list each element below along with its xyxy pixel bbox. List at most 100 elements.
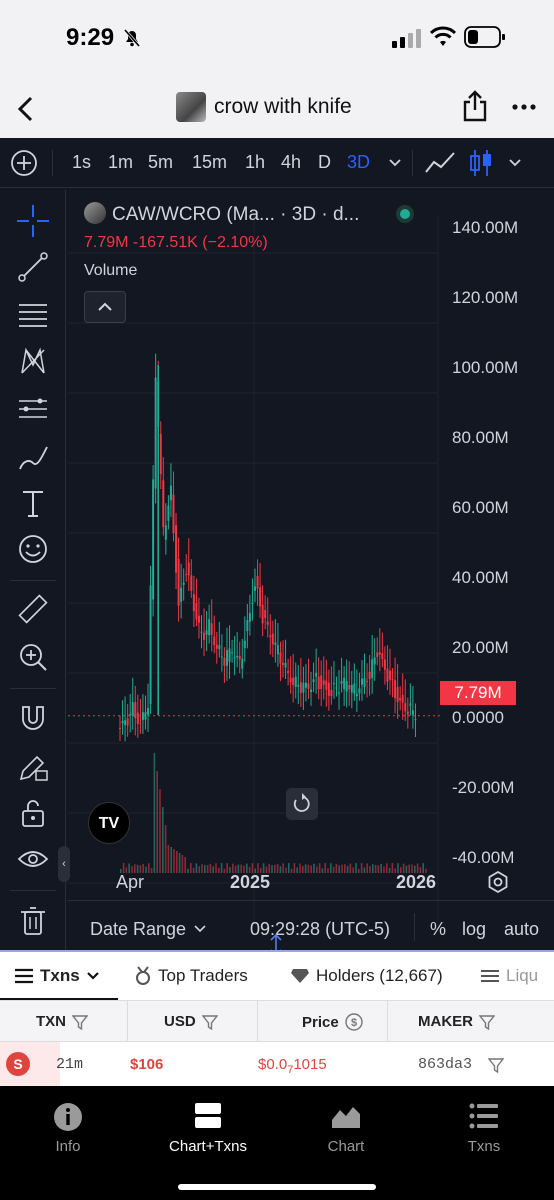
crosshair-tool[interactable] [16, 204, 50, 238]
filter-icon[interactable] [201, 1014, 218, 1030]
add-indicator-icon[interactable] [10, 149, 38, 177]
signal-icon [392, 29, 421, 48]
nav-info[interactable]: Info [8, 1102, 128, 1155]
reset-chart-button[interactable] [286, 788, 318, 820]
magnet-tool[interactable] [16, 702, 50, 736]
emoji-tool[interactable] [16, 532, 50, 566]
delete-drawings-tool[interactable] [16, 904, 50, 938]
volume-bar [377, 865, 380, 873]
candle-body [180, 587, 183, 602]
tf-3d[interactable]: 3D [347, 152, 371, 172]
candlestick-icon[interactable] [468, 148, 494, 178]
nav-chart-txns[interactable]: Chart+Txns [148, 1102, 268, 1155]
nav-txns[interactable]: Txns [424, 1102, 544, 1155]
auto-scale-toggle[interactable]: auto [504, 919, 540, 939]
volume-bar [195, 863, 198, 873]
filter-icon[interactable] [488, 1057, 504, 1073]
col-txn[interactable]: TXN [36, 1013, 88, 1030]
hide-drawings-tool[interactable] [16, 842, 50, 876]
tf-d[interactable]: D [318, 152, 331, 172]
volume-bar [290, 868, 293, 873]
col-usd[interactable]: USD [164, 1013, 218, 1030]
candle-body [297, 685, 300, 687]
chevron-down-icon[interactable] [508, 158, 522, 168]
candle-body [136, 712, 139, 725]
unlock-icon [22, 800, 44, 827]
volume-bar [192, 867, 195, 873]
more-icon[interactable] [512, 104, 536, 110]
fib-tool[interactable] [16, 298, 50, 332]
candle-body [292, 677, 295, 686]
back-chevron-icon[interactable] [16, 96, 34, 122]
candle-body [231, 652, 234, 654]
col-usd-label: USD [164, 1013, 196, 1030]
volume-bar [388, 868, 391, 873]
pattern-tool[interactable] [16, 344, 50, 378]
tab-holders[interactable]: Holders (12,667) [290, 966, 443, 986]
tradingview-logo[interactable]: TV [88, 802, 130, 844]
lock-drawings-tool[interactable] [16, 750, 50, 784]
dollar-circle-icon[interactable]: $ [345, 1013, 363, 1031]
diamond-icon [291, 969, 309, 983]
price-chart[interactable] [68, 190, 554, 950]
y-axis-label: 80.00M [452, 428, 509, 447]
nav-chart[interactable]: Chart [286, 1102, 406, 1155]
candle-body [187, 562, 190, 576]
ruler-tool[interactable] [16, 592, 50, 626]
trash-icon [21, 907, 45, 935]
volume-bar [344, 864, 346, 873]
tab-liquidity[interactable]: Liqu [480, 966, 538, 986]
collapse-legend-button[interactable] [84, 291, 126, 323]
candle-body [200, 631, 203, 633]
unlock-tool[interactable] [16, 796, 50, 830]
candle-body [220, 656, 223, 658]
chart-clock[interactable]: 09:29:28 (UTC-5) [250, 919, 391, 939]
volume-bar [372, 864, 374, 873]
split-view-icon [195, 1103, 221, 1128]
chevron-down-icon[interactable] [194, 925, 206, 933]
volume-bar [335, 863, 338, 873]
filter-icon[interactable] [479, 1014, 495, 1030]
col-maker[interactable]: MAKER [418, 1013, 495, 1030]
volume-bar [279, 866, 282, 873]
filter-icon[interactable] [72, 1014, 88, 1030]
tf-1h[interactable]: 1h [245, 152, 266, 172]
volume-bar [260, 867, 262, 873]
zoom-tool[interactable] [16, 640, 50, 674]
share-icon[interactable] [462, 90, 488, 122]
tf-5m[interactable]: 5m [148, 152, 174, 172]
prediction-tool[interactable] [16, 392, 50, 426]
volume-bar [234, 865, 237, 873]
col-price[interactable]: Price $ [302, 1013, 363, 1031]
log-scale-toggle[interactable]: log [462, 919, 487, 939]
chevron-down-icon[interactable] [388, 158, 402, 168]
line-chart-icon[interactable] [424, 150, 456, 176]
volume-bar [355, 863, 357, 873]
trend-line-tool[interactable] [16, 250, 50, 284]
brush-tool[interactable] [16, 440, 50, 474]
candle-body [282, 662, 285, 665]
candle-body [121, 721, 124, 724]
date-range-button[interactable]: Date Range [90, 919, 187, 939]
tf-4h[interactable]: 4h [281, 152, 302, 172]
chart-settings-icon[interactable] [486, 870, 510, 894]
volume-bar [181, 855, 184, 873]
table-row[interactable]: S 21m $106 $0.071015 863da3 [0, 1042, 554, 1086]
symbol-legend[interactable]: CAW/WCRO (Ma... · 3D · d... [112, 204, 360, 225]
tab-txns[interactable]: Txns [14, 966, 100, 986]
tf-1m[interactable]: 1m [108, 152, 134, 172]
candle-body [274, 642, 277, 646]
collapse-toolbar-handle[interactable]: ‹ [58, 846, 70, 882]
volume-bar [274, 864, 276, 873]
chart-footer: Date Range 09:29:28 (UTC-5) % log auto [68, 900, 554, 950]
col-maker-label: MAKER [418, 1013, 473, 1030]
txn-maker[interactable]: 863da3 [418, 1056, 473, 1073]
tab-top-traders[interactable]: Top Traders [134, 966, 248, 986]
percent-scale-toggle[interactable]: % [430, 919, 447, 939]
volume-bar [139, 865, 142, 873]
tf-1s[interactable]: 1s [72, 152, 92, 172]
candle-body [175, 525, 178, 573]
text-tool[interactable] [16, 486, 50, 520]
volume-bar [159, 789, 161, 873]
tf-15m[interactable]: 15m [192, 152, 228, 172]
